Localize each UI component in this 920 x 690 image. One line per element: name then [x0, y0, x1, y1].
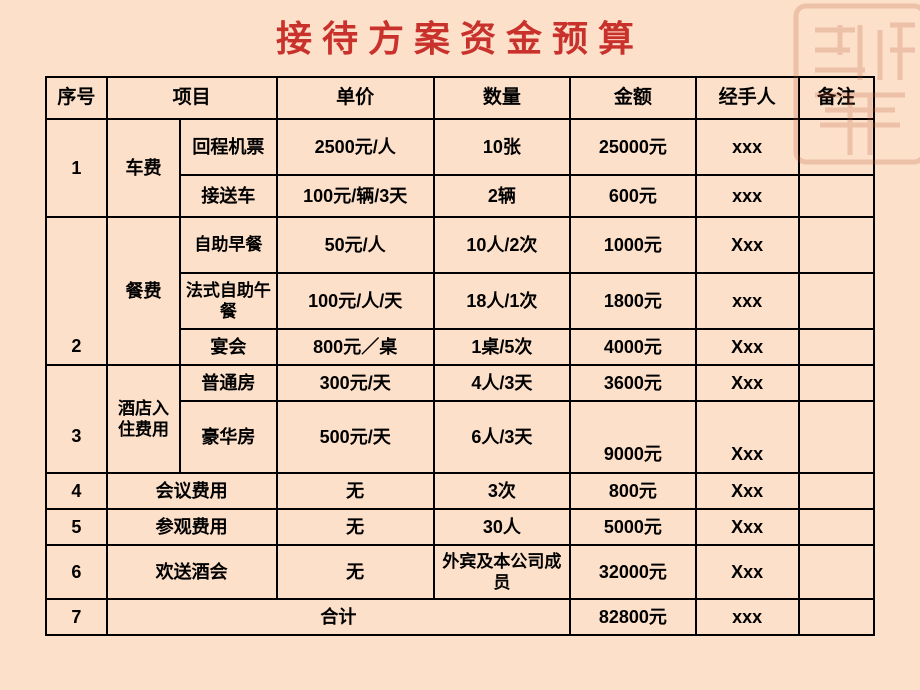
cell-amount: 1800元 [570, 273, 696, 329]
cell-seq: 6 [46, 545, 107, 599]
cell-sub: 自助早餐 [180, 217, 276, 273]
cell-seq: 2 [46, 329, 107, 365]
cell-qty: 3次 [434, 473, 570, 509]
table-row: 酒店入住费用 普通房 300元/天 4人/3天 3600元 Xxx [46, 365, 874, 401]
cell-note [799, 509, 875, 545]
cell-amount: 9000元 [570, 437, 696, 473]
cell-qty: 外宾及本公司成员 [434, 545, 570, 599]
cell-seq: 1 [46, 119, 107, 217]
cell-price: 无 [277, 473, 434, 509]
budget-table: 序号 项目 单价 数量 金额 经手人 备注 1 车费 回程机票 2500元/人 … [45, 76, 875, 636]
table-row: 1 车费 回程机票 2500元/人 10张 25000元 xxx [46, 119, 874, 175]
cell-sub: 接送车 [180, 175, 276, 217]
cell-handler: xxx [696, 273, 799, 329]
cell-note [799, 329, 875, 365]
cell-qty: 4人/3天 [434, 365, 570, 401]
cell-amount: 4000元 [570, 329, 696, 365]
cell-qty: 1桌/5次 [434, 329, 570, 365]
cell-note [799, 401, 875, 437]
col-note: 备注 [799, 77, 875, 119]
table-row: 4 会议费用 无 3次 800元 Xxx [46, 473, 874, 509]
cell-amount: 25000元 [570, 119, 696, 175]
cell-note [799, 175, 875, 217]
cell-seq [46, 217, 107, 273]
cell-handler: Xxx [696, 437, 799, 473]
cell-note [799, 119, 875, 175]
cell-qty: 10张 [434, 119, 570, 175]
cell-note [799, 545, 875, 599]
cell-amount: 32000元 [570, 545, 696, 599]
cell-seq: 5 [46, 509, 107, 545]
cell-handler [696, 401, 799, 437]
cell-sub: 宴会 [180, 329, 276, 365]
cell-amount: 82800元 [570, 599, 696, 635]
cell-price: 无 [277, 509, 434, 545]
cell-handler: Xxx [696, 217, 799, 273]
cell-qty: 6人/3天 [434, 401, 570, 473]
cell-total-label: 合计 [107, 599, 570, 635]
cell-handler: xxx [696, 119, 799, 175]
cell-note [799, 217, 875, 273]
col-price: 单价 [277, 77, 434, 119]
cell-handler: xxx [696, 175, 799, 217]
cell-seq: 7 [46, 599, 107, 635]
cell-seq: 4 [46, 473, 107, 509]
cell-handler: Xxx [696, 509, 799, 545]
cell-category: 酒店入住费用 [107, 365, 180, 473]
col-handler: 经手人 [696, 77, 799, 119]
cell-amount: 5000元 [570, 509, 696, 545]
cell-price: 50元/人 [277, 217, 434, 273]
cell-category: 车费 [107, 119, 180, 217]
cell-qty: 10人/2次 [434, 217, 570, 273]
cell-price: 100元/辆/3天 [277, 175, 434, 217]
col-item: 项目 [107, 77, 277, 119]
cell-amount: 3600元 [570, 365, 696, 401]
col-seq: 序号 [46, 77, 107, 119]
table-header-row: 序号 项目 单价 数量 金额 经手人 备注 [46, 77, 874, 119]
cell-handler: Xxx [696, 473, 799, 509]
cell-amount: 600元 [570, 175, 696, 217]
cell-note [799, 473, 875, 509]
cell-sub: 普通房 [180, 365, 276, 401]
cell-note [799, 273, 875, 329]
cell-price: 800元／桌 [277, 329, 434, 365]
cell-seq [46, 365, 107, 401]
cell-category: 会议费用 [107, 473, 277, 509]
cell-note [799, 365, 875, 401]
table-row: 餐费 自助早餐 50元/人 10人/2次 1000元 Xxx [46, 217, 874, 273]
cell-note [799, 437, 875, 473]
table-row-total: 7 合计 82800元 xxx [46, 599, 874, 635]
cell-category: 餐费 [107, 217, 180, 365]
cell-handler: Xxx [696, 545, 799, 599]
cell-amount: 1000元 [570, 217, 696, 273]
cell-note [799, 599, 875, 635]
cell-price: 无 [277, 545, 434, 599]
cell-handler: Xxx [696, 329, 799, 365]
cell-sub: 豪华房 [180, 401, 276, 473]
cell-handler: xxx [696, 599, 799, 635]
cell-price: 100元/人/天 [277, 273, 434, 329]
cell-category: 欢送酒会 [107, 545, 277, 599]
cell-category: 参观费用 [107, 509, 277, 545]
col-amount: 金额 [570, 77, 696, 119]
table-row: 6 欢送酒会 无 外宾及本公司成员 32000元 Xxx [46, 545, 874, 599]
cell-amount: 800元 [570, 473, 696, 509]
cell-sub: 法式自助午餐 [180, 273, 276, 329]
cell-price: 2500元/人 [277, 119, 434, 175]
cell-qty: 2辆 [434, 175, 570, 217]
table-row: 5 参观费用 无 30人 5000元 Xxx [46, 509, 874, 545]
cell-qty: 18人/1次 [434, 273, 570, 329]
cell-price: 300元/天 [277, 365, 434, 401]
page-title: 接待方案资金预算 [0, 0, 920, 76]
cell-handler: Xxx [696, 365, 799, 401]
cell-amount [570, 401, 696, 437]
cell-seq: 3 [46, 401, 107, 473]
cell-qty: 30人 [434, 509, 570, 545]
col-qty: 数量 [434, 77, 570, 119]
cell-sub: 回程机票 [180, 119, 276, 175]
cell-seq [46, 273, 107, 329]
cell-price: 500元/天 [277, 401, 434, 473]
